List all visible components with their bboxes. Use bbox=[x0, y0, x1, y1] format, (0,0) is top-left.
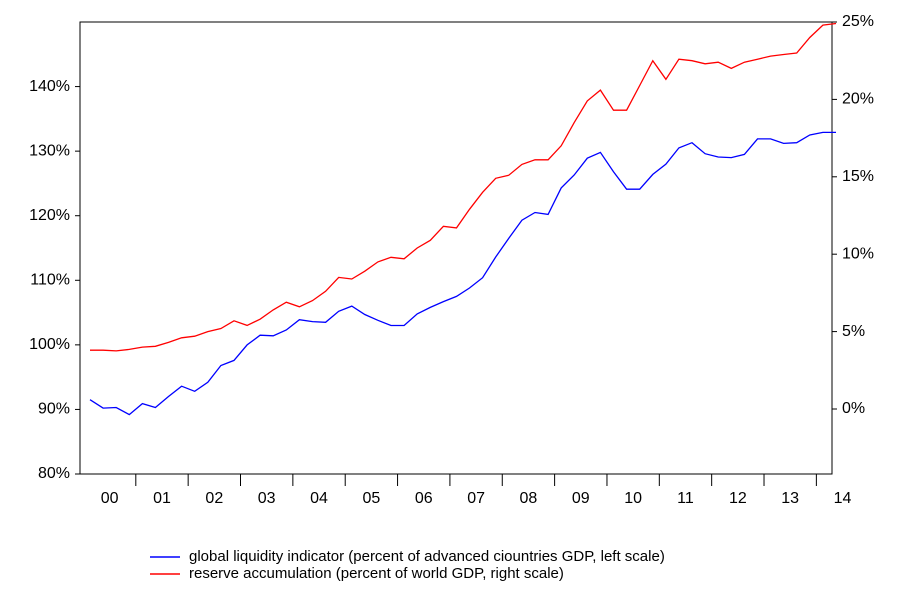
y2-tick-label: 20% bbox=[842, 91, 874, 108]
x-tick-label: 09 bbox=[572, 490, 590, 507]
x-tick-label: 06 bbox=[415, 490, 433, 507]
x-tick-label: 00 bbox=[101, 490, 119, 507]
x-tick-label: 12 bbox=[729, 490, 747, 507]
y-tick-label: 130% bbox=[29, 142, 70, 159]
x-tick-label: 03 bbox=[258, 490, 276, 507]
legend-label: reserve accumulation (percent of world G… bbox=[189, 565, 564, 582]
y2-tick-label: 0% bbox=[842, 400, 865, 417]
y2-tick-label: 15% bbox=[842, 168, 874, 185]
x-tick-label: 08 bbox=[520, 490, 538, 507]
plot-frame bbox=[79, 21, 833, 475]
x-tick-label: 11 bbox=[677, 490, 694, 507]
series-line bbox=[90, 22, 837, 352]
x-tick-label: 01 bbox=[153, 490, 171, 507]
y-tick-label: 90% bbox=[38, 401, 70, 418]
y2-tick-label: 5% bbox=[842, 323, 865, 340]
y-tick-label: 120% bbox=[29, 207, 70, 224]
series-line bbox=[89, 131, 836, 416]
x-tick-label: 02 bbox=[205, 490, 223, 507]
x-tick-label: 13 bbox=[781, 490, 799, 507]
x-tick-label: 04 bbox=[310, 490, 328, 507]
x-tick-label: 14 bbox=[834, 490, 852, 507]
x-tick-label: 07 bbox=[467, 490, 485, 507]
x-tick-label: 10 bbox=[624, 490, 642, 507]
y-tick-label: 80% bbox=[38, 465, 70, 482]
y-tick-label: 100% bbox=[29, 336, 70, 353]
legend-label: global liquidity indicator (percent of a… bbox=[189, 548, 665, 565]
y2-tick-label: 10% bbox=[842, 245, 874, 262]
y-tick-label: 110% bbox=[30, 272, 70, 289]
x-tick-label: 05 bbox=[362, 490, 380, 507]
y-tick-label: 140% bbox=[29, 78, 70, 95]
y2-tick-label: 25% bbox=[842, 13, 874, 30]
